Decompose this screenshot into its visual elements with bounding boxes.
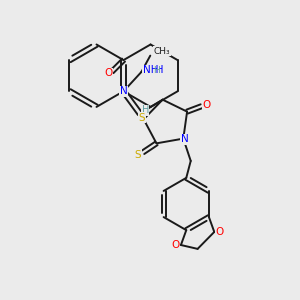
Text: NH: NH [143,65,158,76]
Text: S: S [139,113,146,123]
Text: NH: NH [148,65,164,76]
Text: N: N [181,134,189,144]
Text: N: N [120,86,128,96]
Text: O: O [215,227,224,237]
Text: N: N [120,86,128,96]
Text: H: H [142,105,149,115]
Text: H: H [153,66,159,75]
Text: O: O [202,100,211,110]
Text: CH₃: CH₃ [154,47,170,56]
Text: H: H [148,66,154,75]
Text: S: S [134,150,141,160]
Text: O: O [104,68,112,78]
Text: O: O [171,240,180,250]
